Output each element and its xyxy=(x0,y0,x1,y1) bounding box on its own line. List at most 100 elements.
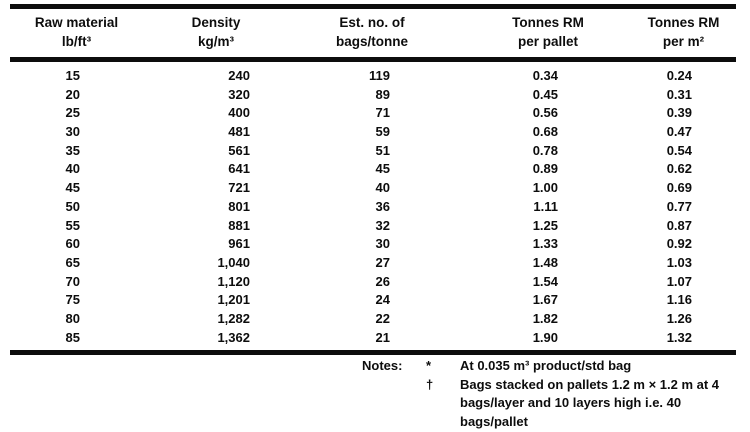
table-cell: 85 xyxy=(65,329,80,345)
table-cell: 32 xyxy=(375,217,390,233)
note-text: Bags stacked on pallets 1.2 m × 1.2 m at… xyxy=(460,376,720,429)
column-header-tonnes-per-pallet: Tonnes RM per pallet xyxy=(449,13,617,51)
table-cell: 30 xyxy=(65,124,80,140)
table-row: 55 881 32 1.25 0.87 xyxy=(0,217,750,236)
table-cell: 1.25 xyxy=(532,217,558,233)
note-item: † Bags stacked on pallets 1.2 m × 1.2 m … xyxy=(426,376,742,432)
table-cell: 0.62 xyxy=(666,161,692,177)
table-cell: 1.26 xyxy=(666,310,692,326)
table-cell: 0.77 xyxy=(666,198,692,214)
table-cell: 1,120 xyxy=(217,273,250,289)
table-row: 65 1,040 27 1.48 1.03 xyxy=(0,254,750,273)
table-cell: 89 xyxy=(375,86,390,102)
column-header-density: Density kg/m³ xyxy=(137,13,295,51)
table-cell: 59 xyxy=(375,124,390,140)
column-header-line2: per pallet xyxy=(517,34,579,49)
note-marker-dagger: † xyxy=(426,376,434,392)
table-row: 75 1,201 24 1.67 1.16 xyxy=(0,291,750,310)
table-cell: 27 xyxy=(375,254,390,270)
column-header-line1: Est. no. of xyxy=(339,15,405,30)
table-cell: 22 xyxy=(375,310,390,326)
notes-label: Notes: xyxy=(362,358,403,373)
table-cell: 0.89 xyxy=(532,161,558,177)
column-header-line2: bags/tonne xyxy=(335,34,408,49)
table-row: 25 400 71 0.56 0.39 xyxy=(0,104,750,123)
table-cell: 881 xyxy=(228,217,250,233)
table-cell: 1.48 xyxy=(532,254,558,270)
table-cell: 71 xyxy=(375,105,390,121)
table-row: 85 1,362 21 1.90 1.32 xyxy=(0,329,750,348)
column-header-bags-per-tonne: Est. no. of bags/tonne xyxy=(295,13,449,51)
table-row: 35 561 51 0.78 0.54 xyxy=(0,142,750,161)
note-marker-asterisk: * xyxy=(426,358,432,373)
table-cell: 0.68 xyxy=(532,124,558,140)
table-body: 15 240 119 0.34 0.24 20 320 89 0.45 0.31 25 400 71 0.… xyxy=(0,67,750,347)
table-row: 30 481 59 0.68 0.47 xyxy=(0,123,750,142)
table-cell: 0.92 xyxy=(666,236,692,252)
table-cell: 80 xyxy=(65,310,80,326)
note-item: * At 0.035 m³ product/std bag xyxy=(426,357,742,376)
table-cell: 40 xyxy=(65,161,80,177)
table-cell: 320 xyxy=(228,86,250,102)
table-cell: 481 xyxy=(228,124,250,140)
table-cell: 1.54 xyxy=(532,273,558,289)
table-row: 80 1,282 22 1.82 1.26 xyxy=(0,310,750,329)
notes-block: Notes: * At 0.035 m³ product/std bag † B… xyxy=(362,357,742,431)
table-cell: 26 xyxy=(375,273,390,289)
column-header-line2: per m² xyxy=(662,34,705,49)
table-cell: 119 xyxy=(369,68,390,83)
table-row: 20 320 89 0.45 0.31 xyxy=(0,86,750,105)
table-cell: 24 xyxy=(375,292,390,308)
table-cell: 1.32 xyxy=(666,329,692,345)
table-cell: 1.90 xyxy=(532,329,558,345)
table-cell: 55 xyxy=(65,217,80,233)
table-cell: 0.45 xyxy=(532,86,558,102)
table-cell: 1,040 xyxy=(217,254,250,270)
table-cell: 51 xyxy=(375,142,390,158)
table-cell: 561 xyxy=(228,142,250,158)
column-header-raw-material: Raw material lb/ft³ xyxy=(0,13,137,51)
table-cell: 60 xyxy=(65,236,80,252)
column-header-line1: Tonnes RM xyxy=(512,15,584,30)
column-header-line1: Tonnes RM xyxy=(647,15,720,30)
column-header-line2: lb/ft³ xyxy=(61,34,92,49)
table-row: 40 641 45 0.89 0.62 xyxy=(0,160,750,179)
table-cell: 0.56 xyxy=(532,105,558,121)
column-header-line2: kg/m³ xyxy=(197,34,234,49)
table-cell: 65 xyxy=(65,254,80,270)
table-header-row: Raw material lb/ft³ Density kg/m³ Est. n… xyxy=(0,13,750,51)
table-cell: 75 xyxy=(65,292,80,308)
table-cell: 35 xyxy=(65,142,80,158)
table-cell: 1.16 xyxy=(666,292,692,308)
table-cell: 801 xyxy=(228,198,250,214)
table-cell: 1.67 xyxy=(532,292,558,308)
top-rule xyxy=(10,4,736,9)
table-cell: 1.82 xyxy=(532,310,558,326)
table-cell: 1,362 xyxy=(217,329,250,345)
bottom-rule xyxy=(10,350,736,355)
table-row: 45 721 40 1.00 0.69 xyxy=(0,179,750,198)
table-row: 50 801 36 1.11 0.77 xyxy=(0,198,750,217)
table-cell: 45 xyxy=(65,180,80,196)
table-cell: 400 xyxy=(228,105,250,121)
table-row: 60 961 30 1.33 0.92 xyxy=(0,235,750,254)
table-cell: 40 xyxy=(375,180,390,196)
notes-items: * At 0.035 m³ product/std bag † Bags sta… xyxy=(426,357,742,431)
table-cell: 1.07 xyxy=(666,273,692,289)
table-row: 70 1,120 26 1.54 1.07 xyxy=(0,273,750,292)
table-cell: 1.00 xyxy=(532,180,558,196)
table-cell: 0.47 xyxy=(666,124,692,140)
table-cell: 0.39 xyxy=(666,105,692,121)
table-cell: 0.69 xyxy=(666,180,692,196)
table-cell: 30 xyxy=(375,236,390,252)
table-cell: 70 xyxy=(65,273,80,289)
table-cell: 36 xyxy=(375,198,390,214)
table-cell: 240 xyxy=(228,68,250,83)
table-cell: 961 xyxy=(228,236,250,252)
table-cell: 0.34 xyxy=(532,68,558,83)
column-header-line1: Raw material xyxy=(34,15,119,30)
table-cell: 50 xyxy=(65,198,80,214)
column-header-tonnes-per-m2: Tonnes RM per m² xyxy=(617,13,750,51)
table-cell: 25 xyxy=(65,105,80,121)
